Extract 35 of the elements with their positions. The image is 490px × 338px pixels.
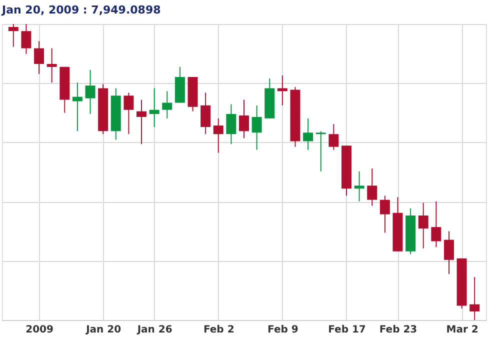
x-tick-label: Feb 23	[379, 324, 418, 336]
candlestick	[162, 90, 172, 119]
candlestick	[239, 99, 249, 139]
candlestick	[444, 230, 454, 275]
x-tick-label: Mar 2	[446, 324, 478, 336]
candlestick	[34, 40, 44, 75]
candlestick	[213, 118, 224, 154]
candlestick	[431, 200, 442, 248]
candlestick	[380, 195, 390, 234]
candlestick	[72, 82, 82, 132]
candlestick	[316, 130, 326, 172]
candlestick	[200, 92, 211, 135]
x-tick-label: 2009	[26, 324, 54, 336]
text: Jan 20, 2009 : 7,949.0898	[1, 4, 161, 16]
candlestick	[470, 276, 480, 320]
candlestick	[367, 168, 378, 206]
candlestick	[149, 88, 160, 128]
candlestick	[21, 24, 32, 54]
candlestick	[277, 75, 288, 106]
candlestick	[124, 92, 134, 135]
x-tick-label: Feb 17	[328, 324, 366, 336]
candlestick	[46, 48, 57, 84]
candlestick	[252, 104, 262, 150]
x-tick-label: Feb 2	[203, 324, 234, 336]
candlestick	[136, 99, 147, 145]
x-tick-label: Jan 26	[136, 324, 172, 336]
candlestick	[328, 124, 339, 150]
candlestick	[303, 118, 314, 150]
x-tick-label: Jan 20	[85, 324, 122, 336]
candlestick	[85, 69, 96, 114]
x-tick-label: Feb 9	[268, 324, 298, 336]
candlestick	[226, 104, 236, 145]
candlestick	[354, 170, 364, 202]
candlestick	[418, 202, 428, 249]
candlestick	[8, 24, 18, 48]
